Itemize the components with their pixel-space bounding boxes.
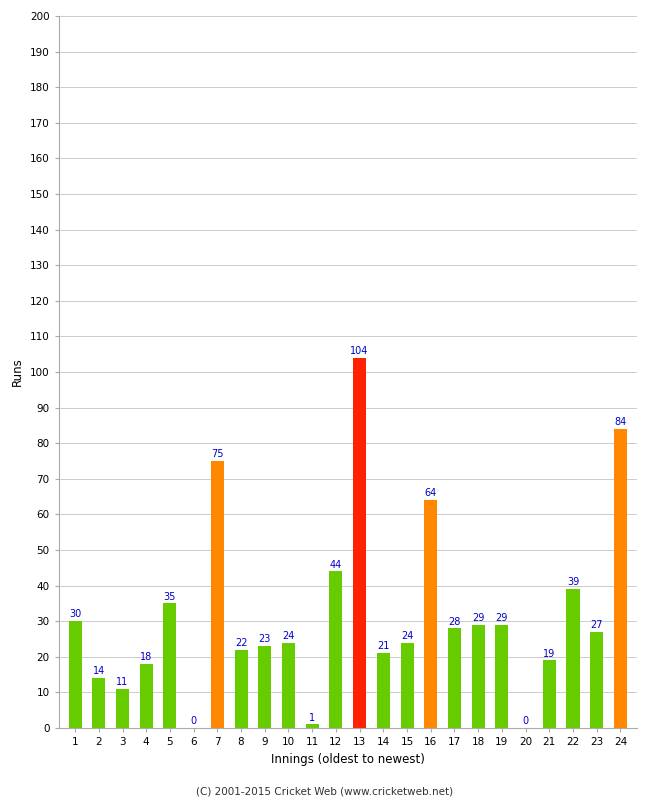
Bar bbox=[140, 664, 153, 728]
Text: 30: 30 bbox=[69, 610, 81, 619]
Bar bbox=[614, 429, 627, 728]
Bar bbox=[235, 650, 248, 728]
Text: 0: 0 bbox=[523, 716, 528, 726]
Bar bbox=[566, 589, 580, 728]
Text: 14: 14 bbox=[93, 666, 105, 676]
Text: 27: 27 bbox=[590, 620, 603, 630]
Bar bbox=[258, 646, 271, 728]
Bar bbox=[116, 689, 129, 728]
Text: 84: 84 bbox=[614, 417, 627, 427]
Text: 29: 29 bbox=[472, 613, 484, 623]
Text: 104: 104 bbox=[350, 346, 369, 356]
Bar bbox=[448, 628, 461, 728]
Text: 35: 35 bbox=[164, 592, 176, 602]
Bar bbox=[543, 660, 556, 728]
Text: 28: 28 bbox=[448, 617, 461, 626]
Text: 29: 29 bbox=[496, 613, 508, 623]
Text: 23: 23 bbox=[259, 634, 271, 644]
Bar bbox=[163, 603, 176, 728]
Bar bbox=[211, 461, 224, 728]
Text: 19: 19 bbox=[543, 649, 555, 658]
Text: 18: 18 bbox=[140, 652, 152, 662]
Text: 39: 39 bbox=[567, 578, 579, 587]
Bar bbox=[330, 571, 343, 728]
Text: 64: 64 bbox=[424, 488, 437, 498]
Text: 24: 24 bbox=[282, 630, 294, 641]
Bar bbox=[424, 500, 437, 728]
Text: 1: 1 bbox=[309, 713, 315, 722]
Bar bbox=[472, 625, 485, 728]
Bar bbox=[282, 642, 295, 728]
Bar bbox=[377, 654, 390, 728]
Text: 75: 75 bbox=[211, 450, 224, 459]
Text: 44: 44 bbox=[330, 559, 342, 570]
Bar bbox=[92, 678, 105, 728]
Text: 21: 21 bbox=[377, 642, 389, 651]
Text: 22: 22 bbox=[235, 638, 247, 648]
Text: 11: 11 bbox=[116, 677, 129, 687]
Text: (C) 2001-2015 Cricket Web (www.cricketweb.net): (C) 2001-2015 Cricket Web (www.cricketwe… bbox=[196, 786, 454, 796]
Bar bbox=[353, 358, 366, 728]
Bar bbox=[495, 625, 508, 728]
X-axis label: Innings (oldest to newest): Innings (oldest to newest) bbox=[271, 753, 424, 766]
Text: 24: 24 bbox=[401, 630, 413, 641]
Bar bbox=[69, 622, 82, 728]
Bar bbox=[400, 642, 413, 728]
Bar bbox=[306, 725, 318, 728]
Y-axis label: Runs: Runs bbox=[11, 358, 24, 386]
Bar bbox=[590, 632, 603, 728]
Text: 0: 0 bbox=[190, 716, 197, 726]
